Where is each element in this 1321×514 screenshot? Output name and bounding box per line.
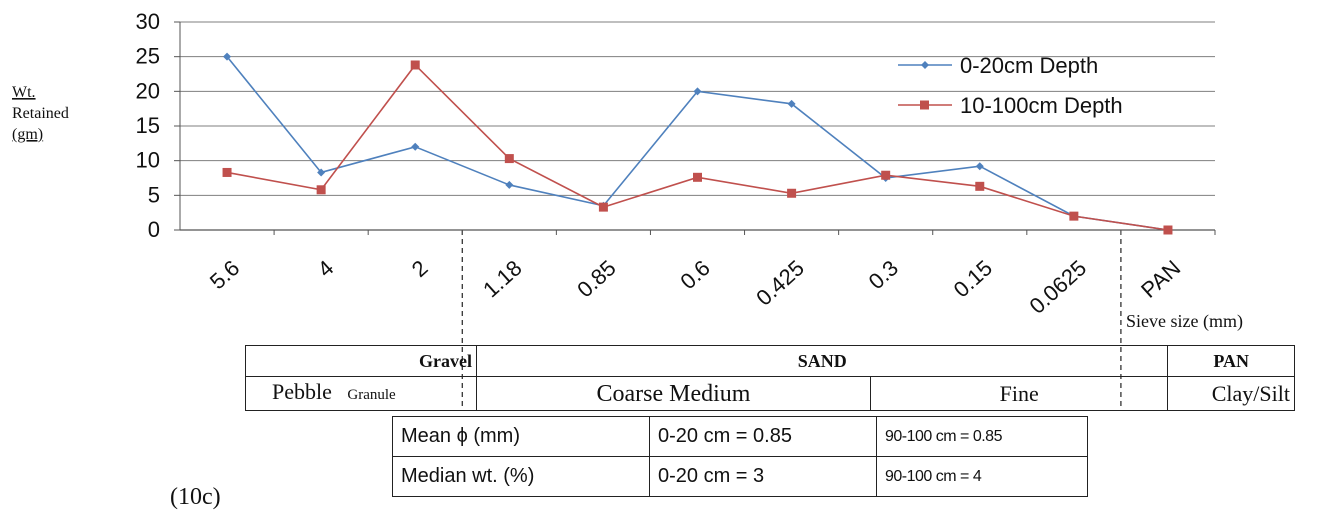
gravel-cell: Gravel bbox=[245, 345, 477, 377]
x-tick-label: 0.0625 bbox=[1024, 255, 1091, 319]
stat-value-deep: 90-100 cm = 4 bbox=[876, 456, 1088, 497]
data-point bbox=[222, 167, 232, 177]
y-tick-label: 5 bbox=[148, 182, 160, 207]
pan-cell: PAN bbox=[1167, 345, 1295, 377]
data-point bbox=[693, 87, 702, 96]
coarse-medium-cell: Coarse Medium bbox=[476, 376, 871, 411]
legend-marker bbox=[921, 61, 929, 69]
pebble-label: Pebble bbox=[272, 379, 332, 404]
grid-lines bbox=[174, 21, 1215, 231]
data-point bbox=[411, 142, 420, 151]
legend-label: 0-20cm Depth bbox=[960, 53, 1098, 78]
gravel-label: Gravel bbox=[419, 351, 472, 371]
y-tick-label: 15 bbox=[136, 113, 160, 138]
x-tick-label: 0.85 bbox=[572, 255, 621, 302]
stats-row: Mean ϕ (mm) 0-20 cm = 0.85 90-100 cm = 0… bbox=[392, 416, 1088, 457]
stat-value-shallow: 0-20 cm = 3 bbox=[649, 456, 877, 497]
fine-label: Fine bbox=[999, 380, 1039, 406]
series-line bbox=[226, 56, 1169, 231]
data-point bbox=[1163, 225, 1173, 235]
stat-label: Mean ϕ (mm) bbox=[392, 416, 650, 457]
fine-cell: Fine bbox=[869, 376, 1169, 411]
y-tick-label: 30 bbox=[136, 9, 160, 34]
granule-label: Granule bbox=[347, 387, 396, 403]
y-axis-label-line1: Wt. bbox=[12, 84, 36, 101]
x-tick-label: 0.6 bbox=[675, 255, 714, 294]
x-tick-label: 5.6 bbox=[205, 255, 244, 294]
data-point bbox=[787, 99, 796, 108]
sand-cell: SAND bbox=[475, 345, 1169, 377]
classification-row-sub: Pebble Granule Coarse Medium Fine Clay/S… bbox=[245, 376, 1295, 411]
stats-row: Median wt. (%) 0-20 cm = 3 90-100 cm = 4 bbox=[392, 456, 1088, 497]
clay-silt-cell: Clay/Silt bbox=[1167, 376, 1295, 411]
data-point bbox=[223, 52, 232, 61]
data-series bbox=[222, 52, 1173, 235]
data-point bbox=[975, 162, 984, 171]
legend-marker bbox=[920, 100, 929, 110]
y-tick-label: 25 bbox=[136, 44, 160, 69]
figure-label: (10c) bbox=[170, 484, 221, 510]
x-axis-label: Sieve size (mm) bbox=[1126, 311, 1243, 332]
x-tick-labels: 5.6 4 2 1.18 0.85 0.6 0.425 0.3 0.15 0.0625 PAN bbox=[205, 230, 1216, 319]
data-point bbox=[1069, 211, 1079, 221]
data-point bbox=[693, 172, 702, 182]
data-point bbox=[505, 180, 514, 189]
x-tick-label: 1.18 bbox=[478, 255, 527, 302]
y-tick-labels: 0 5 10 15 20 25 30 bbox=[136, 9, 160, 242]
classification-row-major: Gravel SAND PAN bbox=[245, 345, 1295, 377]
data-point bbox=[504, 154, 514, 164]
x-tick-label: 4 bbox=[313, 255, 339, 282]
data-point bbox=[787, 188, 797, 198]
legend-label: 10-100cm Depth bbox=[960, 93, 1123, 118]
data-point bbox=[975, 181, 985, 191]
coarse-medium-label: Coarse Medium bbox=[596, 380, 751, 407]
stat-value-shallow: 0-20 cm = 0.85 bbox=[649, 416, 877, 457]
x-tick-label: PAN bbox=[1136, 255, 1185, 303]
x-tick-label: 0.425 bbox=[751, 255, 809, 310]
axes bbox=[179, 22, 1215, 231]
data-point bbox=[316, 185, 326, 195]
size-classification-table: Gravel SAND PAN Pebble Granule Coarse Me… bbox=[245, 345, 1295, 411]
y-axis-label-line2: Retained bbox=[12, 105, 69, 122]
data-point bbox=[317, 168, 326, 177]
x-tick-label: 0.15 bbox=[949, 255, 998, 302]
x-tick-label: 0.3 bbox=[864, 255, 903, 294]
data-point bbox=[598, 202, 608, 212]
stat-value-deep: 90-100 cm = 0.85 bbox=[876, 416, 1088, 457]
stat-label: Median wt. (%) bbox=[392, 456, 650, 497]
data-point bbox=[881, 170, 891, 180]
x-tick-label: 2 bbox=[407, 255, 433, 282]
y-tick-label: 10 bbox=[136, 148, 160, 173]
chart-legend: 0-20cm Depth 10-100cm Depth bbox=[898, 53, 1123, 118]
clay-silt-label: Clay/Silt bbox=[1211, 380, 1290, 406]
y-axis-label-line3: (gm) bbox=[12, 126, 43, 143]
y-tick-label: 20 bbox=[136, 78, 160, 103]
sand-label: SAND bbox=[797, 351, 847, 371]
data-point bbox=[410, 60, 420, 70]
statistics-table: Mean ϕ (mm) 0-20 cm = 0.85 90-100 cm = 0… bbox=[392, 416, 1088, 497]
pan-label: PAN bbox=[1213, 351, 1250, 371]
pebble-granule-cell: Pebble Granule bbox=[245, 376, 477, 411]
y-tick-label: 0 bbox=[148, 217, 160, 242]
